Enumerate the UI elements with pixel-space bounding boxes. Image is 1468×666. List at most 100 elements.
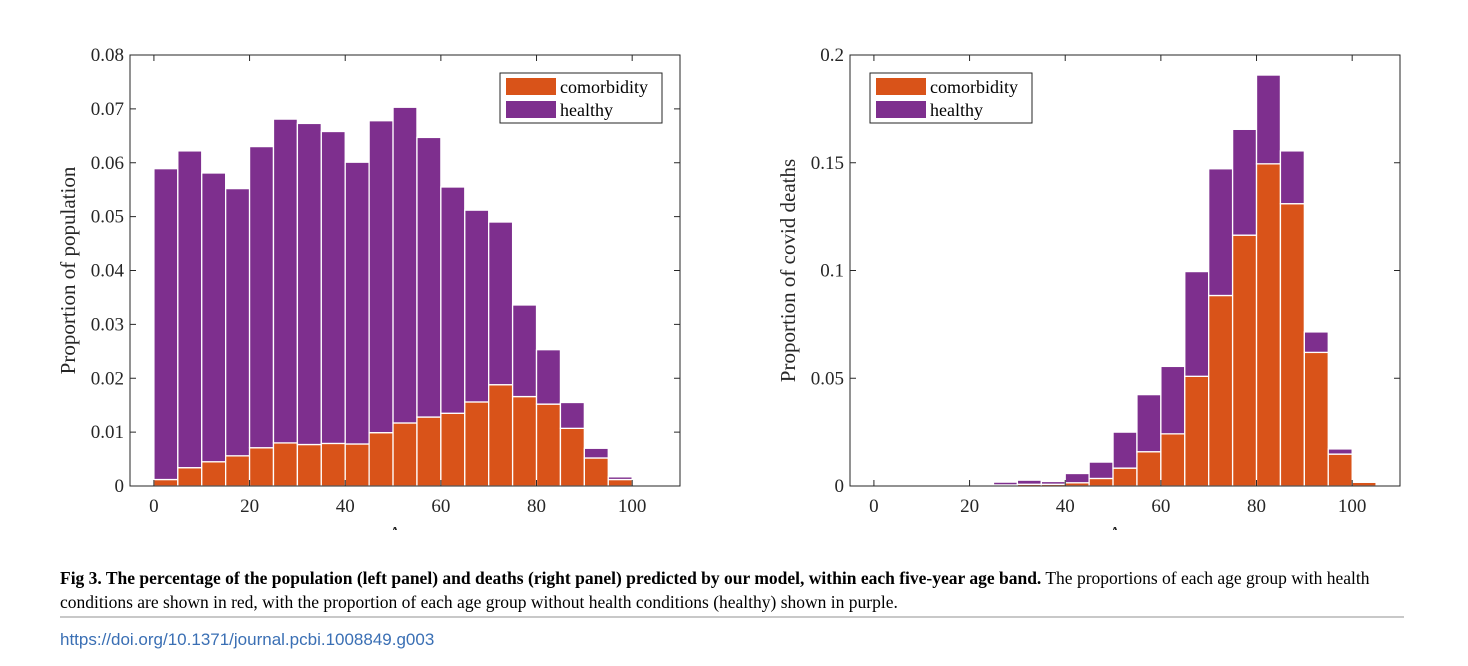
chart1-bar-healthy-12: [440, 186, 466, 414]
chart1-bar-healthy-3: [225, 187, 251, 457]
chart2-xtick-label: 20: [960, 496, 979, 517]
caption-body: The proportions of each age group with h…: [60, 568, 1370, 612]
chart2-xtick-label: 0: [869, 496, 879, 517]
caption-lead: Fig 3. The percentage of the population …: [60, 568, 1042, 588]
chart1-bar-healthy-13: [464, 209, 490, 403]
chart1-legend-swatch-healthy: [506, 101, 556, 118]
chart2-bar-comorbidity-20: [1351, 481, 1377, 487]
chart2-ylabel: Proportion of covid deaths: [776, 159, 800, 382]
chart1-bar-healthy-14: [488, 221, 514, 386]
chart2-xtick-label: 40: [1056, 496, 1075, 517]
chart2-bar-healthy-7: [1040, 480, 1066, 485]
chart1-bar-comorbidity-16: [535, 403, 562, 487]
chart1-legend-label-healthy: healthy: [560, 100, 613, 120]
chart1-bar-comorbidity-3: [225, 455, 251, 487]
caption-divider: [60, 616, 1404, 618]
chart2-bar-healthy-17: [1279, 150, 1305, 205]
chart2-bar-healthy-11: [1136, 393, 1162, 453]
chart1-bar-healthy-16: [535, 349, 562, 405]
chart2-bar-comorbidity-16: [1255, 163, 1282, 487]
chart2-legend-swatch-healthy: [876, 101, 926, 118]
chart2-bar-comorbidity-14: [1208, 294, 1234, 487]
chart2-xlabel: Age: [1108, 522, 1143, 530]
chart1-bar-comorbidity-4: [248, 447, 275, 487]
chart2-bar-healthy-9: [1088, 461, 1114, 480]
chart1-bar-comorbidity-13: [464, 401, 490, 487]
chart2-bar-comorbidity-18: [1303, 351, 1329, 487]
chart2-legend-label-healthy: healthy: [930, 100, 983, 120]
chart2-ytick-label: 0: [835, 476, 845, 497]
chart2-bar-comorbidity-13: [1184, 375, 1210, 487]
chart2-legend: comorbidity healthy: [869, 72, 1033, 124]
chart2-bar-healthy-6: [1016, 479, 1042, 485]
chart1-bar-comorbidity-7: [320, 442, 346, 487]
chart2-bar-comorbidity-19: [1327, 453, 1353, 487]
chart2-bar-healthy-14: [1208, 168, 1234, 297]
chart2-bar-healthy-15: [1231, 128, 1258, 236]
chart1-bar-comorbidity-18: [583, 457, 609, 487]
chart1-xtick-label: 80: [527, 496, 546, 517]
chart1-xtick-label: 40: [336, 496, 355, 517]
chart2-bar-healthy-19: [1327, 448, 1353, 455]
chart2-bar-comorbidity-9: [1088, 477, 1114, 487]
chart2-xtick-label: 80: [1247, 496, 1266, 517]
chart2-bar-healthy-8: [1064, 472, 1090, 484]
chart1-bar-healthy-9: [368, 120, 394, 434]
chart1-bar-comorbidity-17: [559, 427, 585, 487]
chart1-bar-comorbidity-14: [488, 384, 514, 487]
chart2-bar-comorbidity-15: [1231, 234, 1258, 487]
chart1-bar-comorbidity-8: [344, 443, 370, 487]
chart2-xtick-label: 100: [1338, 496, 1367, 517]
figure-caption: Fig 3. The percentage of the population …: [60, 566, 1400, 614]
chart1-xtick-label: 20: [240, 496, 259, 517]
chart1-legend: comorbidity healthy: [499, 72, 663, 124]
chart1-xtick-label: 60: [431, 496, 450, 517]
chart2-bar-healthy-18: [1303, 331, 1329, 354]
doi-link[interactable]: https://doi.org/10.1371/journal.pcbi.100…: [60, 630, 435, 649]
chart1-ytick-label: 0.06: [91, 153, 124, 174]
chart1-bar-healthy-10: [392, 106, 418, 424]
chart1-bar-healthy-6: [296, 122, 322, 446]
chart2-bar-healthy-13: [1184, 270, 1210, 377]
chart2-bar-comorbidity-11: [1136, 451, 1162, 487]
chart1-legend-label-comorbidity: comorbidity: [560, 77, 648, 97]
chart2-bar-healthy-12: [1160, 365, 1186, 435]
chart1-bar-healthy-19: [607, 476, 633, 481]
chart1-bar-comorbidity-19: [607, 478, 633, 487]
chart2-ytick-label: 0.2: [820, 45, 844, 66]
chart2-bar-comorbidity-12: [1160, 433, 1186, 487]
chart2-bar-comorbidity-10: [1112, 467, 1138, 487]
chart1-bar-healthy-15: [511, 304, 538, 398]
chart1-bar-comorbidity-2: [201, 461, 227, 487]
chart1-bar-healthy-7: [320, 130, 346, 445]
chart1-ylabel: Proportion of population: [56, 166, 80, 374]
chart1-bar-healthy-11: [416, 136, 442, 418]
chart1-bar-comorbidity-5: [272, 442, 299, 487]
population-chart: 0 0.01 0.02 0.03 0.04 0.05 0.06 0.07 0.08 0 20 40 60…: [56, 45, 681, 530]
chart1-ytick-label: 0.02: [91, 368, 124, 389]
chart2-ytick-label: 0.1: [820, 261, 844, 282]
chart1-xtick-label: 100: [618, 496, 647, 517]
chart1-bar-comorbidity-10: [392, 422, 418, 487]
chart1-bar-comorbidity-12: [440, 412, 466, 487]
chart1-bar-comorbidity-1: [177, 467, 203, 487]
chart2-xtick-label: 60: [1151, 496, 1170, 517]
chart1-ytick-label: 0.08: [91, 45, 124, 66]
chart2-legend-label-comorbidity: comorbidity: [930, 77, 1018, 97]
chart1-bar-healthy-2: [201, 172, 227, 463]
chart2-bar-healthy-10: [1112, 431, 1138, 469]
chart1-bar-comorbidity-11: [416, 416, 442, 487]
deaths-chart: 0 0.05 0.1 0.15 0.2 0 20 40 60 80 100 Age Proportion…: [776, 45, 1401, 530]
chart1-bar-healthy-0: [153, 168, 179, 481]
chart1-bar-comorbidity-9: [368, 432, 394, 487]
chart1-ytick-label: 0.07: [91, 99, 124, 120]
chart1-bar-healthy-17: [559, 401, 585, 430]
chart1-bar-healthy-18: [583, 447, 609, 459]
chart2-bar-healthy-4: [968, 483, 995, 487]
chart1-bar-healthy-8: [344, 161, 370, 445]
chart2-legend-swatch-comorbidity: [876, 78, 926, 95]
chart1-bar-healthy-1: [177, 150, 203, 469]
chart2-bar-comorbidity-17: [1279, 203, 1305, 487]
chart1-ytick-label: 0.03: [91, 314, 124, 335]
chart2-ytick-label: 0.05: [811, 368, 844, 389]
